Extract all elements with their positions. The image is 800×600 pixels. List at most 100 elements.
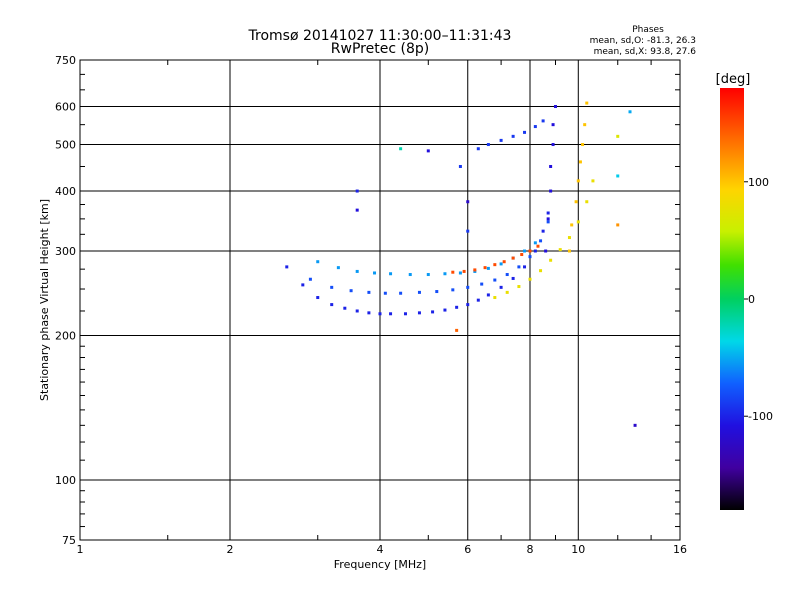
x-tick-label: 16 — [673, 543, 687, 556]
scatter-point — [389, 312, 393, 316]
chart-subtitle: RwPretec (8p) — [331, 41, 429, 57]
scatter-point — [336, 266, 340, 270]
scatter-point — [505, 290, 509, 294]
chart-title: Tromsø 20141027 11:30:00–11:31:43 — [248, 28, 512, 44]
scatter-point — [628, 110, 632, 114]
y-tick-label: 600 — [55, 101, 76, 114]
scatter-point — [451, 270, 455, 274]
scatter-point — [558, 248, 562, 252]
colorbar-ticks: 100 0 -100 — [744, 176, 773, 423]
scatter-point — [443, 272, 447, 276]
scatter-point — [551, 143, 555, 147]
scatter-point — [567, 249, 571, 253]
x-tick-label: 2 — [227, 543, 234, 556]
scatter-point — [455, 328, 459, 332]
scatter-point — [574, 200, 578, 204]
scatter-point — [541, 119, 545, 123]
scatter-point — [546, 217, 550, 221]
y-tick-label: 100 — [55, 474, 76, 487]
scatter-point — [431, 310, 435, 314]
scatter-point — [546, 220, 550, 224]
scatter-point — [523, 265, 527, 269]
colorbar-tick-label: 100 — [748, 176, 769, 189]
scatter-point — [517, 285, 521, 289]
scatter-point — [576, 220, 580, 224]
scatter-point — [493, 296, 497, 300]
scatter-point — [466, 229, 470, 233]
scatter-point — [505, 273, 509, 277]
scatter-point — [581, 143, 585, 147]
scatter-point — [570, 223, 574, 227]
scatter-point — [378, 312, 382, 316]
scatter-point — [330, 303, 334, 307]
y-tick-label: 750 — [55, 54, 76, 67]
scatter-point — [523, 249, 527, 253]
scatter-point — [591, 179, 595, 183]
scatter-point — [528, 277, 532, 281]
scatter-points — [285, 101, 637, 427]
stats-o-mode: mean, sd,O: -81.3, 26.3 — [590, 36, 696, 46]
scatter-point — [476, 147, 480, 151]
scatter-point — [486, 266, 490, 270]
scatter-point — [316, 296, 320, 300]
y-axis-label: Stationary phase Virtual Height [km] — [38, 199, 51, 401]
scatter-point — [539, 239, 543, 243]
scatter-point — [466, 285, 470, 289]
scatter-point — [544, 249, 548, 253]
scatter-point — [330, 285, 334, 289]
scatter-point — [473, 268, 477, 272]
scatter-point — [458, 271, 462, 275]
scatter-point — [466, 303, 470, 307]
x-tick-label: 10 — [571, 543, 585, 556]
scatter-point — [585, 200, 589, 204]
scatter-point — [616, 223, 620, 227]
scatter-point — [533, 241, 537, 245]
scatter-point — [511, 134, 515, 138]
scatter-point — [466, 200, 470, 204]
scatter-point — [502, 260, 506, 264]
scatter-point — [486, 143, 490, 147]
scatter-point — [426, 273, 430, 277]
scatter-point — [553, 105, 557, 109]
scatter-point — [367, 290, 371, 294]
scatter-point — [417, 290, 421, 294]
scatter-point — [367, 311, 371, 315]
y-tick-labels: 75 100 200 300 400 500 600 750 — [55, 54, 76, 547]
y-tick-label: 400 — [55, 185, 76, 198]
scatter-point — [578, 160, 582, 164]
scatter-point — [539, 269, 543, 273]
x-tick-labels: 1 2 4 6 8 10 16 — [77, 543, 688, 556]
x-tick-label: 6 — [464, 543, 471, 556]
scatter-point — [373, 271, 377, 275]
scatter-point — [511, 256, 515, 260]
stats-x-mode: mean, sd,X: 93.8, 27.6 — [594, 47, 697, 57]
scatter-point — [308, 277, 312, 281]
scatter-point — [399, 291, 403, 295]
scatter-point — [633, 423, 637, 427]
scatter-point — [417, 311, 421, 315]
scatter-point — [383, 291, 387, 295]
scatter-point — [616, 134, 620, 138]
x-tick-label: 4 — [377, 543, 384, 556]
scatter-point — [355, 269, 359, 273]
colorbar — [720, 88, 744, 510]
scatter-point — [616, 174, 620, 178]
scatter-point — [583, 123, 587, 127]
scatter-point — [546, 211, 550, 215]
x-tick-label: 8 — [527, 543, 534, 556]
scatter-point — [316, 260, 320, 264]
scatter-point — [426, 149, 430, 153]
stats-heading: Phases — [632, 25, 664, 35]
scatter-point — [511, 276, 515, 280]
scatter-point — [499, 138, 503, 142]
scatter-point — [493, 263, 497, 267]
scatter-point — [473, 269, 477, 273]
colorbar-label: [deg] — [716, 72, 751, 87]
scatter-point — [549, 164, 553, 168]
scatter-point — [517, 265, 521, 269]
scatter-point — [523, 130, 527, 134]
scatter-point — [549, 258, 553, 262]
y-tick-label: 500 — [55, 139, 76, 152]
scatter-point — [486, 293, 490, 297]
